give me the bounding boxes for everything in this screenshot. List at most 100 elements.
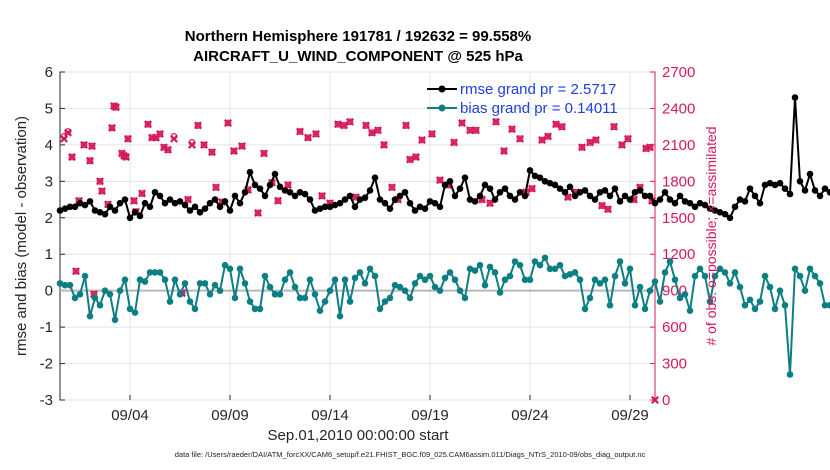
bias-point xyxy=(471,267,479,274)
rmse-point xyxy=(696,199,704,207)
bias-point xyxy=(261,272,269,280)
bias-point xyxy=(541,254,549,262)
rmse-point xyxy=(226,207,234,214)
bias-point xyxy=(636,283,644,291)
rmse-point xyxy=(56,207,64,214)
bias-point xyxy=(581,305,589,313)
bias-point xyxy=(171,276,179,284)
rmse-point xyxy=(171,199,179,207)
rmse-point xyxy=(251,181,259,189)
rmse-point xyxy=(611,185,619,192)
obs-assimilated-point xyxy=(238,142,246,151)
rmse-point xyxy=(176,198,184,205)
bias-point xyxy=(96,301,104,309)
rmse-point xyxy=(586,192,594,200)
bias-point xyxy=(566,270,574,278)
bias-point xyxy=(621,280,629,287)
rmse-point xyxy=(76,199,84,207)
bias-point xyxy=(781,301,789,309)
rmse-point xyxy=(66,203,74,211)
rmse-point xyxy=(146,203,154,211)
rmse-point xyxy=(591,196,599,203)
obs-possible-point xyxy=(208,148,216,156)
bias-point xyxy=(386,294,394,302)
rmse-point xyxy=(476,192,484,200)
obs-assimilated-point xyxy=(230,146,238,155)
bias-point xyxy=(181,280,189,287)
legend-bias-marker xyxy=(438,104,446,112)
left-tick-label: 1 xyxy=(45,246,53,263)
obs-possible-point xyxy=(274,197,282,205)
bias-point xyxy=(371,272,379,280)
obs-possible-point xyxy=(538,136,546,144)
bias-point xyxy=(71,294,79,302)
rmse-point xyxy=(641,192,649,200)
obs-assimilated-point xyxy=(296,127,304,136)
bias-point xyxy=(266,283,274,291)
obs-possible-point xyxy=(124,135,132,143)
obs-possible-point xyxy=(346,118,354,126)
obs-assimilated-point xyxy=(492,117,500,126)
obs-assimilated-point xyxy=(160,143,168,152)
rmse-point xyxy=(126,214,134,222)
obs-assimilated-point xyxy=(108,123,116,132)
bias-point xyxy=(696,265,704,273)
rmse-point xyxy=(141,199,149,207)
bias-point xyxy=(271,291,279,298)
obs-possible-point xyxy=(238,142,246,150)
bias-point xyxy=(571,269,579,276)
rmse-point xyxy=(356,196,364,203)
bias-point xyxy=(406,294,414,302)
chart-subtitle: AIRCRAFT_U_WIND_COMPONENT @ 525 hPa xyxy=(193,48,523,65)
bias-point xyxy=(446,269,454,276)
obs-possible-point xyxy=(108,124,116,132)
obs-possible-point xyxy=(486,199,494,207)
obs-possible-point xyxy=(156,130,164,138)
obs-assimilated-point xyxy=(516,134,524,143)
obs-possible-point xyxy=(436,176,444,184)
obs-assimilated-point xyxy=(368,128,376,137)
rmse-point xyxy=(716,209,724,216)
rmse-point xyxy=(116,199,124,207)
bias-point xyxy=(251,305,259,313)
rmse-point xyxy=(161,199,169,207)
obs-possible-point xyxy=(88,142,96,150)
bias-point xyxy=(751,305,759,313)
rmse-point xyxy=(101,210,109,218)
x-tick-label: 09/29 xyxy=(611,407,649,424)
rmse-point xyxy=(516,188,524,196)
bias-point xyxy=(151,269,159,276)
obs-assimilated-point xyxy=(552,120,560,129)
rmse-point xyxy=(276,183,284,191)
rmse-point xyxy=(806,170,814,178)
rmse-point xyxy=(706,205,714,212)
rmse-point xyxy=(401,188,409,196)
bias-point xyxy=(276,291,284,298)
rmse-point xyxy=(241,188,249,196)
obs-possible-point xyxy=(402,122,410,129)
obs-assimilated-point xyxy=(436,176,444,185)
rmse-point xyxy=(331,201,339,209)
obs-possible-point xyxy=(254,209,262,217)
rmse-point xyxy=(361,194,369,202)
bias-point xyxy=(726,280,734,287)
bias-point xyxy=(801,287,809,294)
left-tick-label: 4 xyxy=(45,137,53,154)
rmse-point xyxy=(721,210,729,218)
bias-point xyxy=(56,280,64,287)
obs-assimilated-point xyxy=(164,145,172,154)
obs-possible-point xyxy=(296,128,304,135)
rmse-point xyxy=(686,199,694,207)
rmse-point xyxy=(81,201,89,209)
rmse-point xyxy=(271,170,279,178)
obs-assimilated-point xyxy=(124,134,132,143)
obs-possible-point xyxy=(418,136,426,144)
bias-point xyxy=(456,287,464,294)
rmse-point xyxy=(651,199,659,207)
bias-point xyxy=(651,278,659,285)
obs-assimilated-point xyxy=(68,153,76,162)
bias-point xyxy=(611,272,619,280)
bias-point xyxy=(416,272,424,280)
obs-assimilated-point xyxy=(538,136,546,145)
